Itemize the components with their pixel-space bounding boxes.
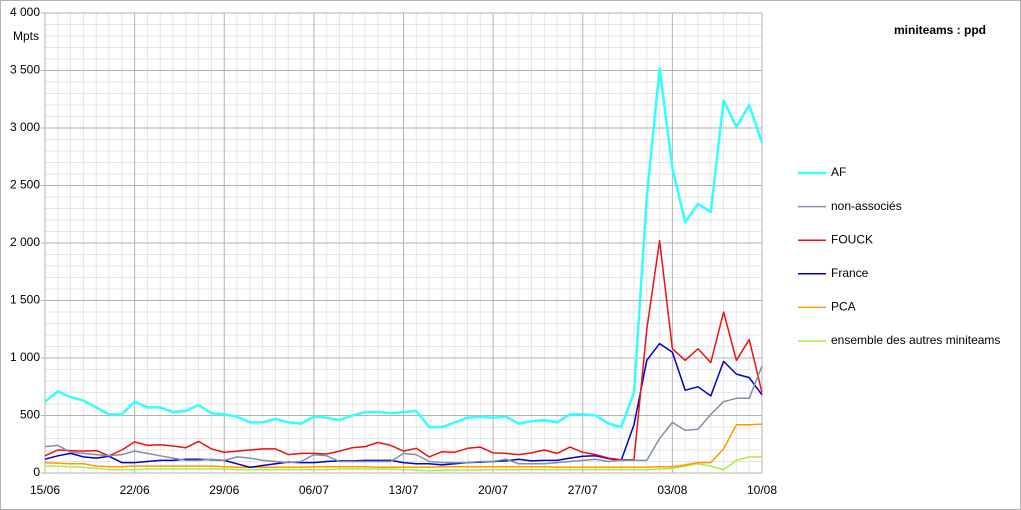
- x-tick-label: 06/07: [299, 483, 329, 497]
- x-tick-label: 03/08: [657, 483, 687, 497]
- x-tick-label: 27/07: [568, 483, 598, 497]
- series-line: [45, 456, 762, 472]
- y-tick-label: 4 000: [10, 5, 40, 19]
- y-tick-label: 3 500: [10, 63, 40, 77]
- y-tick-label: 1 000: [10, 350, 40, 364]
- x-tick-label: 20/07: [478, 483, 508, 497]
- y-tick-label: 0: [33, 465, 40, 479]
- y-tick-label: 3 000: [10, 120, 40, 134]
- y-tick-label: 1 500: [10, 293, 40, 307]
- legend-label: PCA: [831, 300, 856, 314]
- series-line: [44, 423, 763, 469]
- x-tick-label: 15/06: [30, 483, 60, 497]
- legend-label: AF: [831, 165, 846, 179]
- x-tick-label: 13/07: [388, 483, 418, 497]
- x-tick-label: 10/08: [747, 483, 777, 497]
- y-tick-label: 2 500: [10, 178, 40, 192]
- y-tick-label: 500: [20, 408, 40, 422]
- chart-title: miniteams : ppd: [894, 23, 986, 37]
- y-axis-label: Mpts: [13, 29, 39, 43]
- series-line: [44, 365, 763, 465]
- x-tick-label: 22/06: [120, 483, 150, 497]
- legend-label: non-associés: [831, 199, 902, 213]
- series-line: [44, 342, 763, 469]
- series-line: [44, 239, 763, 461]
- y-tick-label: 2 000: [10, 235, 40, 249]
- x-tick-label: 29/06: [209, 483, 239, 497]
- series-line: [44, 66, 764, 429]
- legend-label: ensemble des autres miniteams: [831, 333, 1000, 347]
- legend-label: France: [831, 266, 869, 280]
- legend-label: FOUCK: [831, 232, 873, 246]
